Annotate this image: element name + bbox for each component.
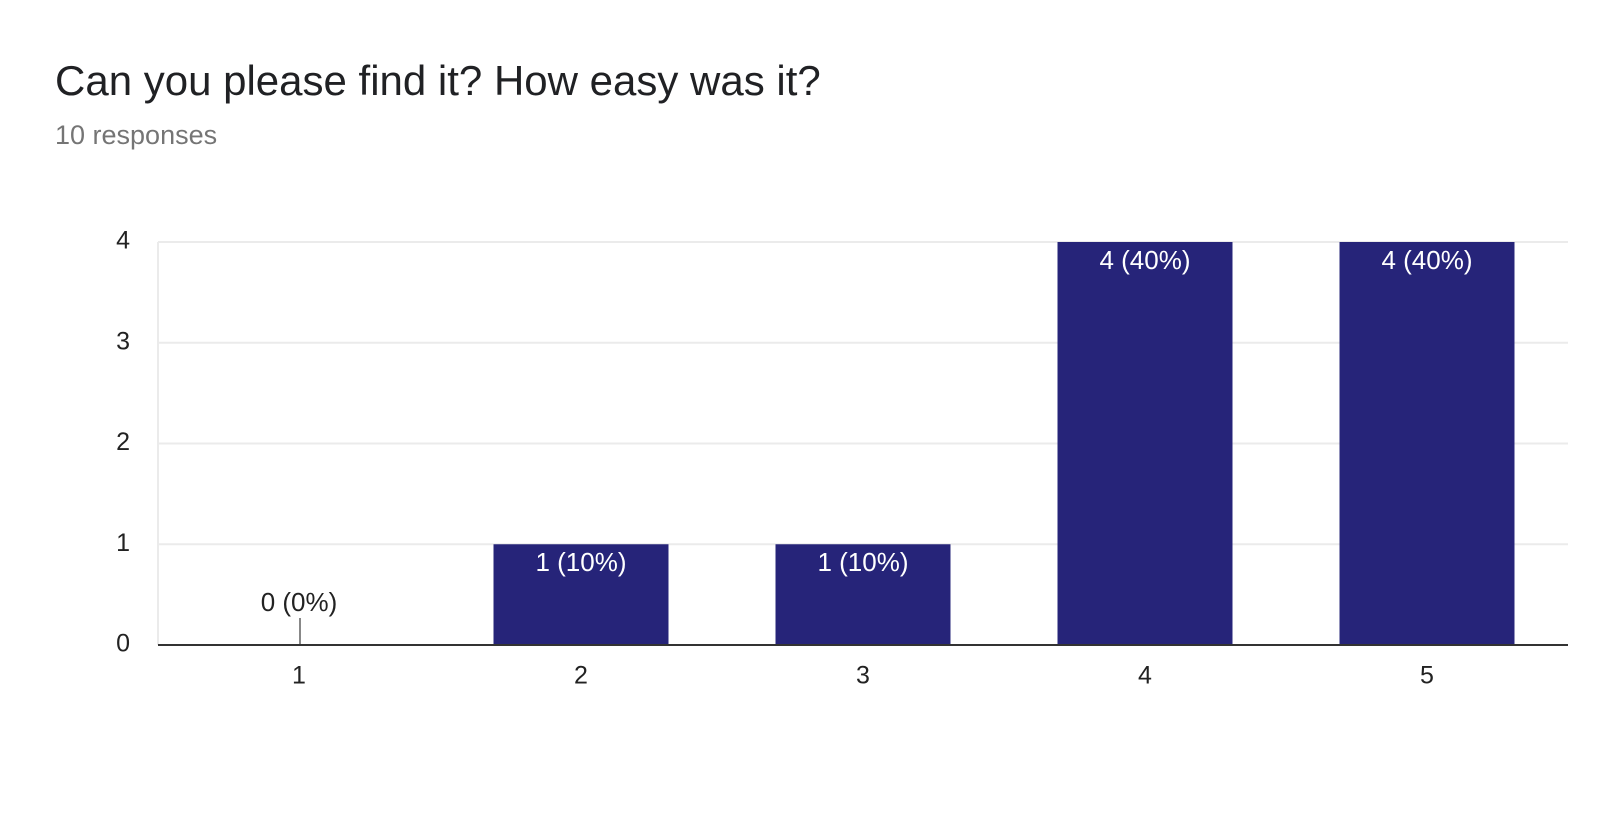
y-tick-label: 0 <box>116 630 130 658</box>
bar <box>1339 242 1515 645</box>
value-label: 0 (0%) <box>261 587 338 617</box>
value-label: 4 (40%) <box>1381 245 1472 275</box>
x-tick-label: 3 <box>856 662 870 690</box>
chart-title: Can you please find it? How easy was it? <box>55 57 821 104</box>
x-tick-label: 5 <box>1420 662 1434 690</box>
y-tick-label: 4 <box>116 227 130 255</box>
bar <box>1057 242 1233 645</box>
y-tick-label: 3 <box>116 327 130 355</box>
x-tick-label: 4 <box>1138 662 1152 690</box>
bar <box>493 544 669 645</box>
value-label: 1 (10%) <box>817 547 908 577</box>
bar <box>775 544 951 645</box>
x-tick-label: 2 <box>574 662 588 690</box>
x-tick-label: 1 <box>292 662 306 690</box>
chart-subtitle: 10 responses <box>55 120 217 150</box>
value-label: 4 (40%) <box>1099 245 1190 275</box>
value-label: 1 (10%) <box>535 547 626 577</box>
y-tick-label: 1 <box>116 529 130 557</box>
y-tick-label: 2 <box>116 428 130 456</box>
